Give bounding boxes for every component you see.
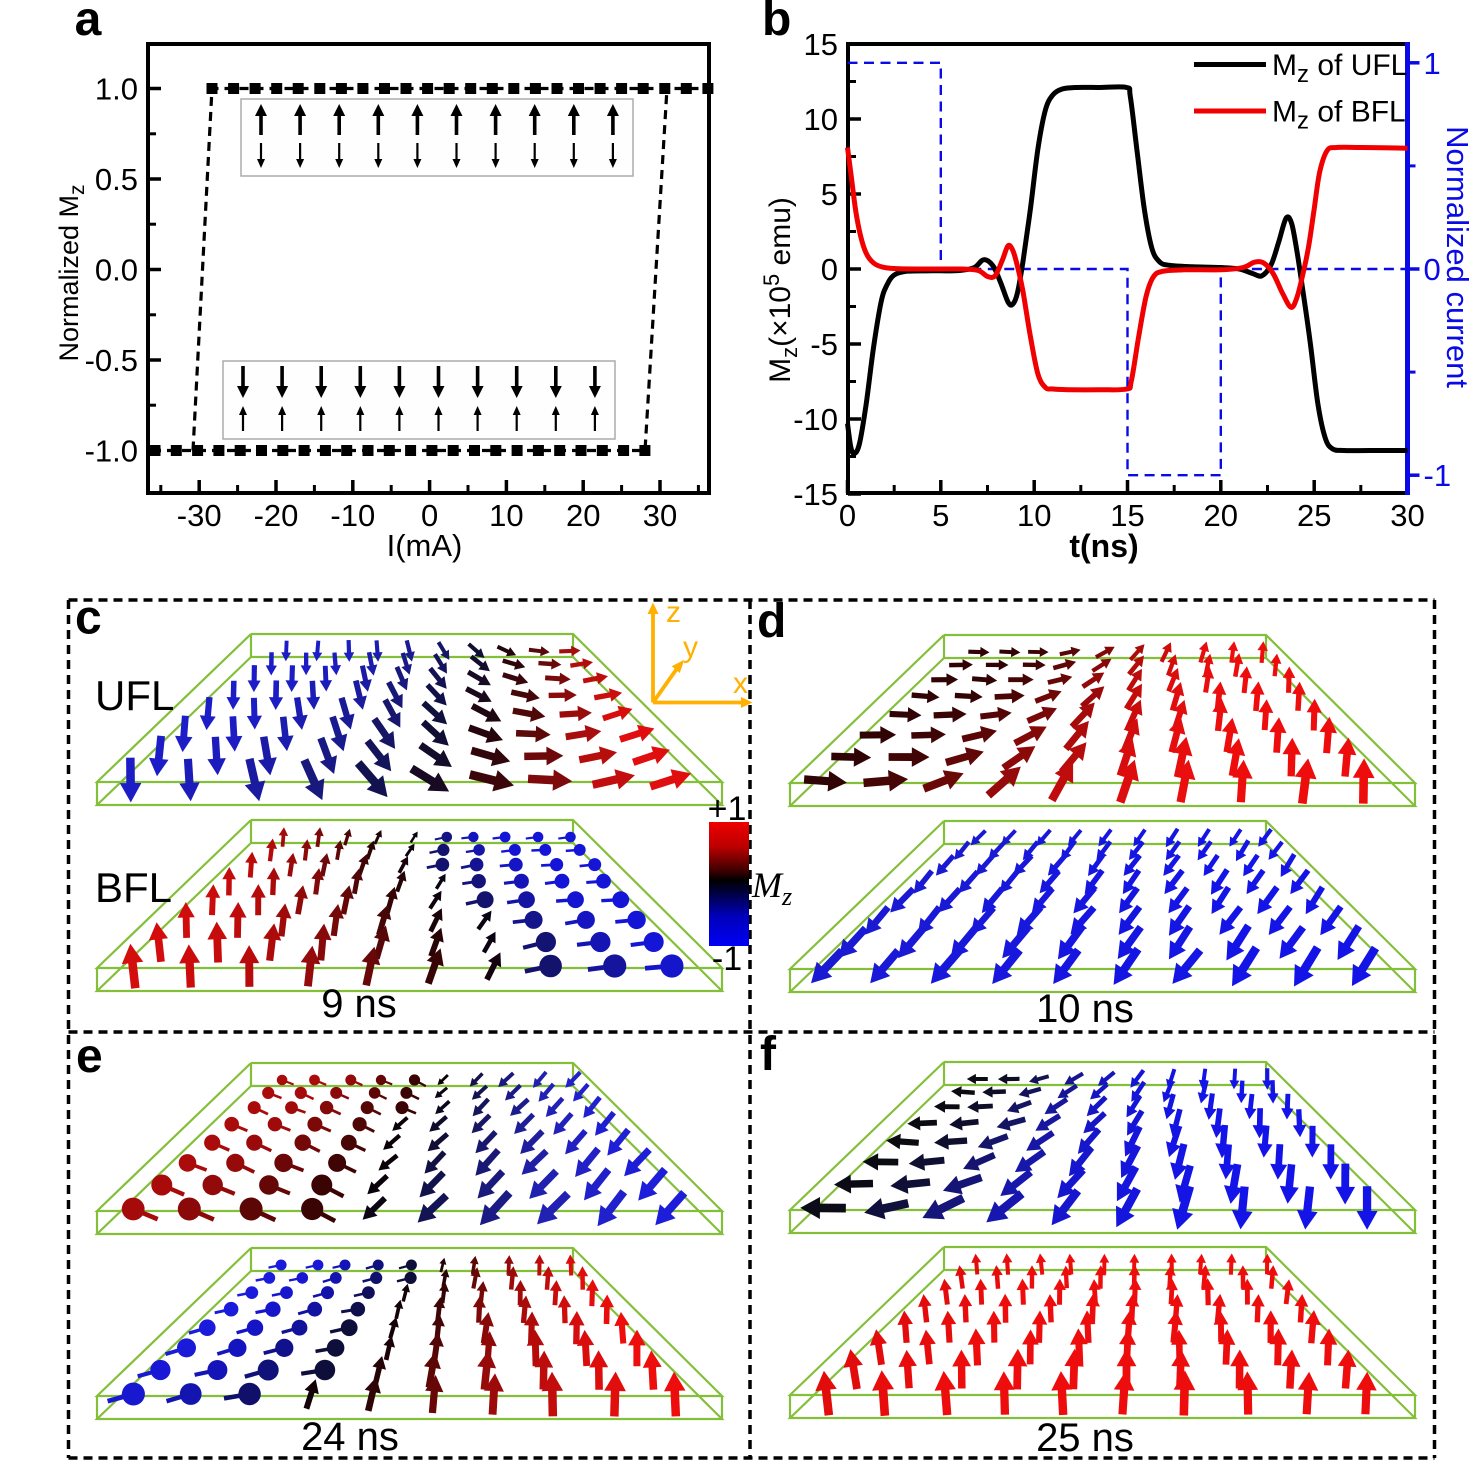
svg-text:y: y — [683, 631, 698, 664]
svg-text:20: 20 — [566, 498, 600, 533]
svg-text:Normalized Mz: Normalized Mz — [54, 184, 89, 361]
svg-text:BFL: BFL — [95, 864, 172, 911]
svg-text:-10: -10 — [793, 402, 838, 437]
svg-text:20: 20 — [1204, 498, 1238, 533]
svg-text:-0.5: -0.5 — [85, 343, 138, 378]
svg-text:15: 15 — [804, 27, 838, 62]
svg-text:Normalized current: Normalized current — [1440, 126, 1475, 388]
svg-text:c: c — [75, 592, 102, 645]
svg-text:b: b — [762, 0, 791, 46]
svg-text:0.5: 0.5 — [95, 162, 138, 197]
svg-text:Mz of UFL: Mz of UFL — [1272, 49, 1407, 88]
svg-text:25: 25 — [1297, 498, 1331, 533]
svg-text:0: 0 — [421, 498, 438, 533]
svg-text:x: x — [733, 667, 748, 700]
svg-text:z: z — [666, 596, 681, 629]
svg-text:-30: -30 — [177, 498, 222, 533]
svg-text:-1: -1 — [1424, 458, 1452, 493]
svg-text:-1.0: -1.0 — [85, 434, 138, 469]
svg-text:-1: -1 — [712, 940, 742, 978]
svg-text:30: 30 — [1390, 498, 1424, 533]
svg-text:10: 10 — [1017, 498, 1051, 533]
svg-text:10 ns: 10 ns — [1036, 987, 1134, 1031]
svg-text:0: 0 — [821, 252, 838, 287]
svg-text:Mz of BFL: Mz of BFL — [1272, 96, 1406, 135]
svg-text:-5: -5 — [810, 327, 838, 362]
svg-text:Mz: Mz — [751, 865, 792, 911]
svg-text:0: 0 — [1424, 252, 1441, 287]
svg-text:10: 10 — [804, 102, 838, 137]
svg-text:1: 1 — [1424, 46, 1441, 81]
svg-text:9 ns: 9 ns — [321, 982, 397, 1026]
svg-text:5: 5 — [932, 498, 949, 533]
svg-text:t(ns): t(ns) — [1069, 528, 1138, 564]
svg-text:1.0: 1.0 — [95, 72, 138, 107]
svg-text:I(mA): I(mA) — [387, 528, 463, 563]
svg-text:d: d — [757, 595, 786, 648]
svg-text:e: e — [76, 1030, 103, 1083]
svg-text:25 ns: 25 ns — [1036, 1416, 1134, 1460]
svg-text:-20: -20 — [254, 498, 299, 533]
svg-text:0: 0 — [839, 498, 856, 533]
svg-text:-10: -10 — [330, 498, 375, 533]
svg-text:10: 10 — [489, 498, 523, 533]
svg-text:15: 15 — [1110, 498, 1144, 533]
svg-text:a: a — [75, 0, 102, 46]
svg-text:+1: +1 — [708, 790, 747, 828]
svg-text:24 ns: 24 ns — [301, 1415, 399, 1459]
svg-text:-15: -15 — [793, 477, 838, 512]
svg-text:30: 30 — [643, 498, 677, 533]
svg-text:5: 5 — [821, 177, 838, 212]
svg-text:0.0: 0.0 — [95, 253, 138, 288]
svg-text:UFL: UFL — [95, 672, 174, 719]
svg-text:f: f — [760, 1028, 777, 1081]
